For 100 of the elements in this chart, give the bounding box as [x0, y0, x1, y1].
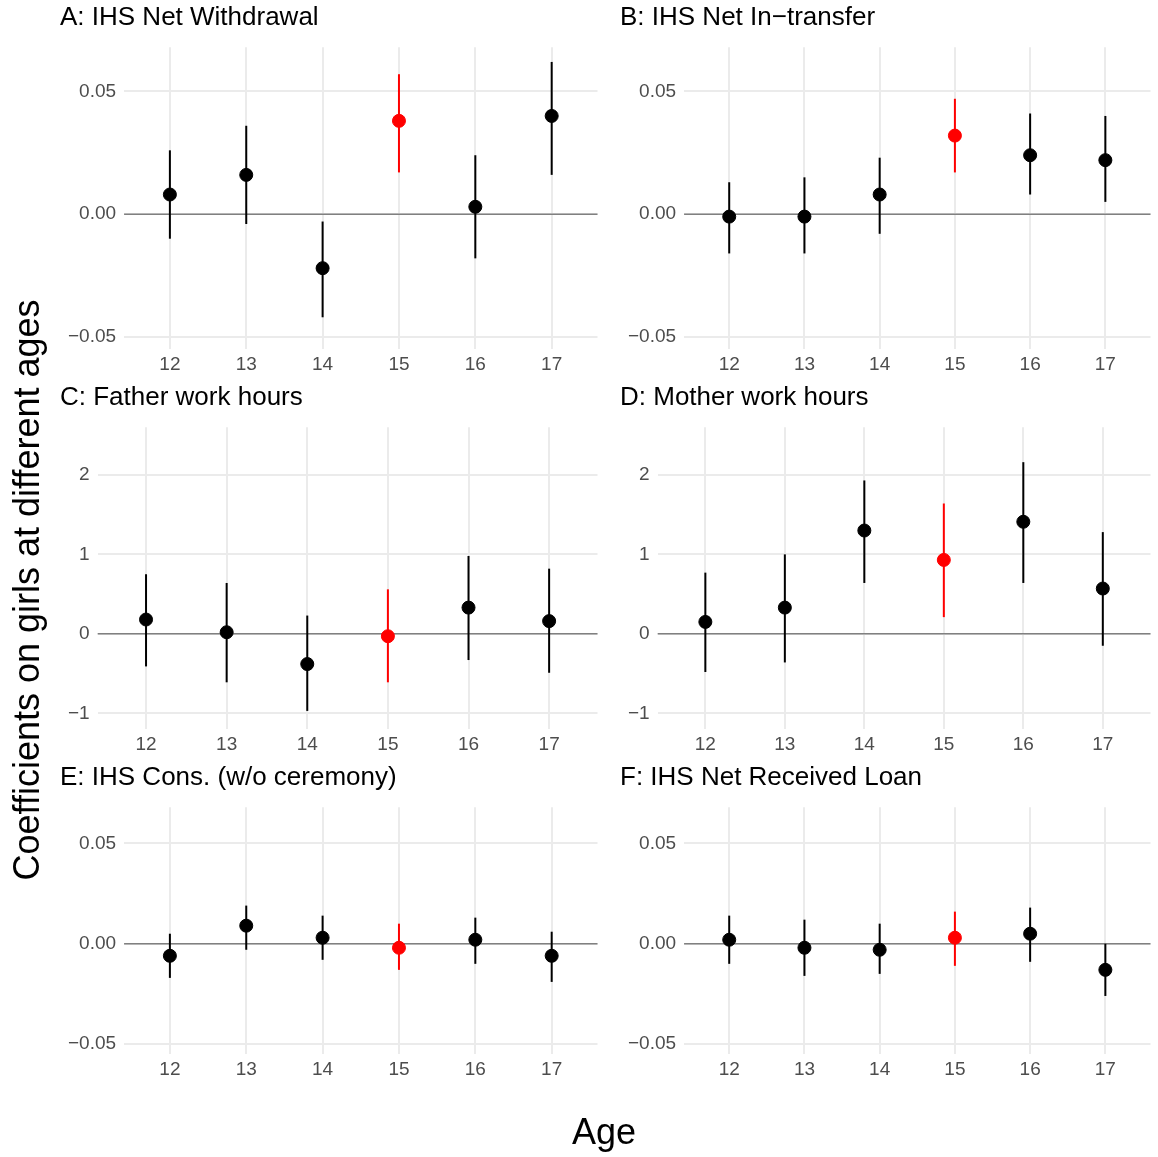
point [139, 612, 154, 627]
x-tick-label: 16 [1019, 352, 1041, 374]
chart-title: C: Father work hours [60, 380, 303, 411]
x-tick-label: 13 [235, 1057, 257, 1079]
y-tick-label: −1 [627, 701, 650, 723]
y-tick-label: 0.05 [639, 79, 677, 101]
x-tick-label: 13 [216, 732, 238, 754]
y-tick-label: 1 [639, 542, 650, 564]
point [239, 167, 254, 182]
chart-title: F: IHS Net Received Loan [620, 760, 923, 791]
x-tick-label: 12 [159, 352, 181, 374]
x-tick-label: 13 [235, 352, 257, 374]
point [380, 629, 395, 644]
point [391, 113, 406, 128]
y-axis-title: Coefficients on girls at different ages [6, 299, 48, 881]
y-tick-label: −1 [67, 701, 90, 723]
y-tick-label: 2 [79, 463, 90, 485]
chart-title: D: Mother work hours [620, 380, 869, 411]
point [1016, 514, 1031, 529]
chart-title: B: IHS Net In−transfer [620, 0, 876, 31]
x-tick-label: 12 [159, 1057, 181, 1079]
y-tick-label: 0.05 [639, 831, 677, 853]
y-tick-label: −0.05 [68, 325, 117, 347]
x-tick-label: 15 [933, 732, 955, 754]
point [797, 940, 812, 955]
y-tick-label: 0 [639, 622, 650, 644]
x-tick-label: 15 [944, 352, 966, 374]
x-tick-label: 17 [1092, 732, 1114, 754]
point [698, 614, 713, 629]
point [872, 942, 887, 957]
point [947, 128, 962, 143]
x-tick-label: 17 [1094, 352, 1116, 374]
point [239, 918, 254, 933]
x-tick-label: 12 [718, 352, 740, 374]
x-tick-label: 16 [464, 1057, 486, 1079]
y-tick-label: −0.05 [628, 1032, 677, 1054]
point [315, 930, 330, 945]
x-tick-label: 16 [464, 352, 486, 374]
point [162, 948, 177, 963]
point [947, 930, 962, 945]
point [468, 932, 483, 947]
x-tick-label: 12 [718, 1057, 740, 1079]
point [219, 625, 234, 640]
y-tick-label: 0.00 [639, 931, 677, 953]
x-tick-label: 15 [944, 1057, 966, 1079]
x-tick-label: 14 [853, 732, 876, 754]
point [468, 199, 483, 214]
point [544, 108, 559, 123]
point [722, 209, 737, 224]
x-tick-label: 16 [1019, 1057, 1041, 1079]
x-tick-label: 17 [541, 352, 563, 374]
point [391, 940, 406, 955]
y-tick-label: −0.05 [68, 1032, 117, 1054]
point [797, 209, 812, 224]
x-tick-label: 17 [1094, 1057, 1116, 1079]
x-tick-label: 14 [869, 1057, 891, 1079]
y-tick-label: −0.05 [628, 325, 677, 347]
chart-title: E: IHS Cons. (w/o ceremony) [60, 760, 397, 791]
y-tick-label: 0 [79, 622, 90, 644]
x-tick-label: 16 [457, 732, 480, 754]
x-tick-label: 14 [296, 732, 319, 754]
point [1098, 153, 1113, 168]
point [857, 523, 872, 538]
point [300, 657, 315, 672]
point [1023, 148, 1038, 163]
x-tick-label: 14 [312, 1057, 334, 1079]
x-tick-label: 14 [869, 352, 891, 374]
point [544, 948, 559, 963]
y-tick-label: 2 [639, 463, 650, 485]
x-tick-label: 13 [793, 1057, 816, 1079]
y-tick-label: 0.00 [639, 202, 677, 224]
x-tick-label: 15 [377, 732, 399, 754]
point [1098, 962, 1113, 977]
point [315, 261, 330, 276]
point [461, 600, 476, 615]
x-tick-label: 15 [388, 352, 410, 374]
x-tick-label: 15 [388, 1057, 410, 1079]
x-axis-title: Age [571, 1111, 637, 1153]
x-tick-label: 12 [694, 732, 716, 754]
y-tick-label: 0.00 [79, 931, 117, 953]
point [1023, 926, 1038, 941]
y-tick-label: 0.05 [79, 79, 117, 101]
x-tick-label: 12 [135, 732, 157, 754]
point [162, 187, 177, 202]
x-tick-label: 14 [312, 352, 334, 374]
y-tick-label: 1 [79, 542, 90, 564]
x-tick-label: 17 [538, 732, 560, 754]
x-tick-label: 17 [541, 1057, 563, 1079]
point [777, 600, 792, 615]
point [872, 187, 887, 202]
point [722, 932, 737, 947]
point [1095, 581, 1110, 596]
y-tick-label: 0.05 [79, 831, 117, 853]
point [542, 614, 557, 629]
x-tick-label: 13 [774, 732, 796, 754]
x-tick-label: 16 [1012, 732, 1034, 754]
y-tick-label: 0.00 [79, 202, 117, 224]
point [936, 552, 951, 567]
x-tick-label: 13 [793, 352, 816, 374]
chart-title: A: IHS Net Withdrawal [60, 0, 319, 31]
